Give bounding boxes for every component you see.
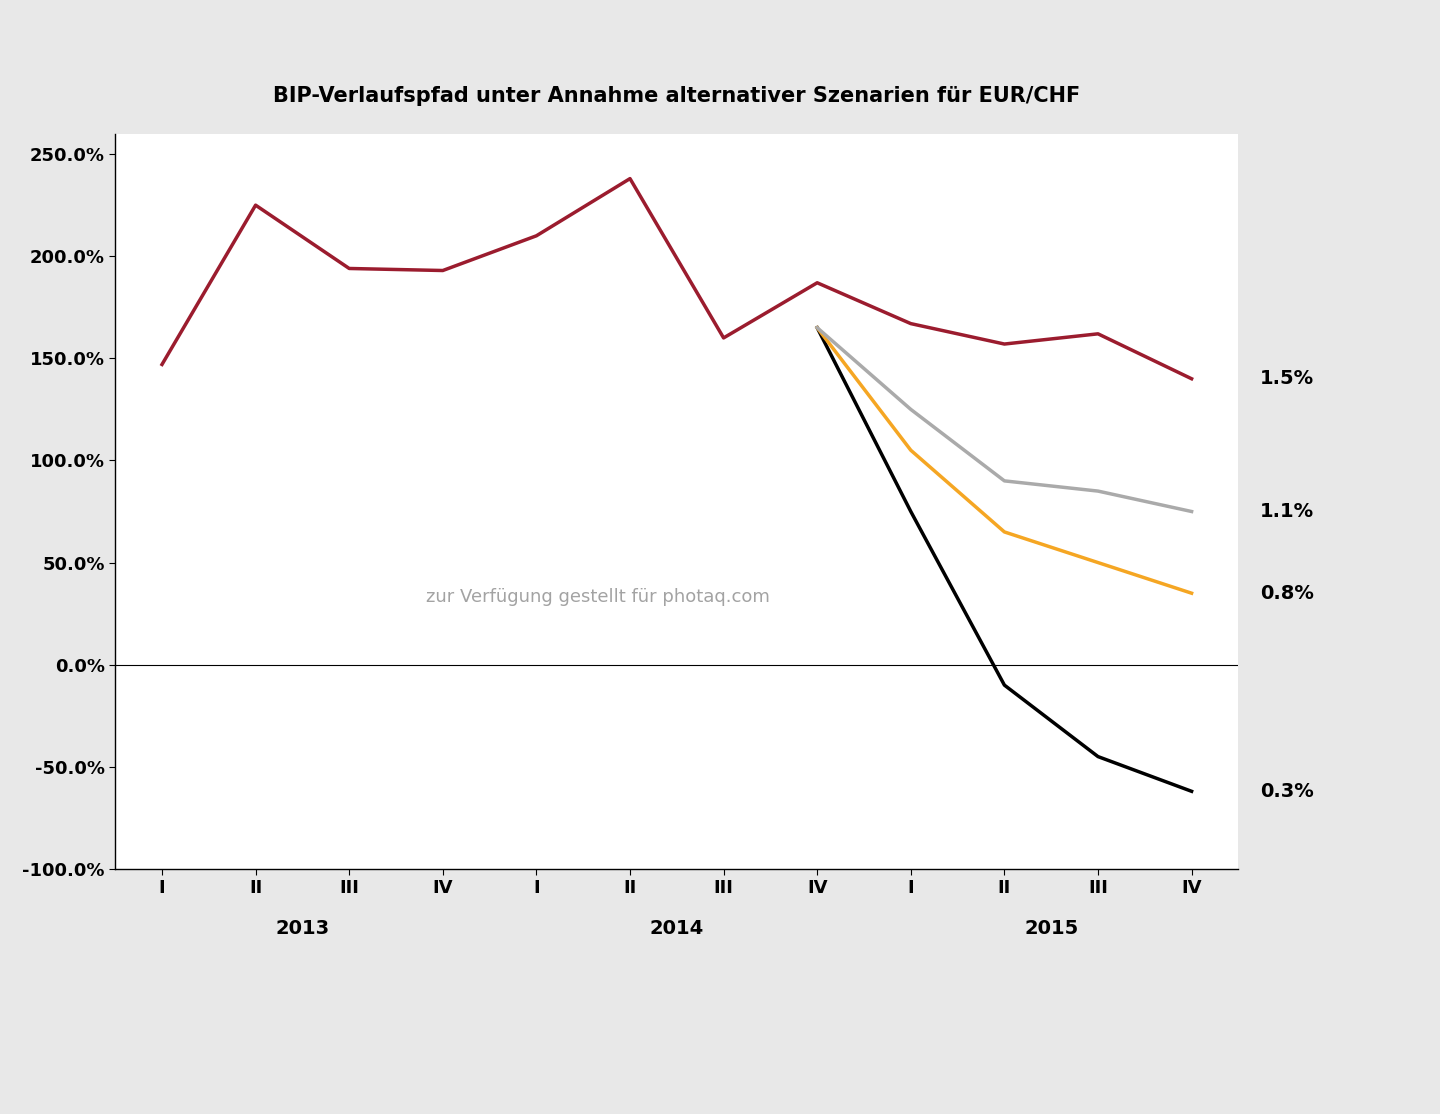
Text: zur Verfügung gestellt für photaq.com: zur Verfügung gestellt für photaq.com [426,588,770,606]
Text: 2015: 2015 [1024,919,1079,938]
Text: 2013: 2013 [275,919,330,938]
Text: 0.8%: 0.8% [1260,584,1313,603]
Text: BIP-Verlaufspfad unter Annahme alternativer Szenarien für EUR/CHF: BIP-Verlaufspfad unter Annahme alternati… [274,86,1080,106]
Text: 2014: 2014 [649,919,704,938]
Text: 0.3%: 0.3% [1260,782,1313,801]
Text: 1.1%: 1.1% [1260,502,1315,521]
Text: 1.5%: 1.5% [1260,369,1315,389]
